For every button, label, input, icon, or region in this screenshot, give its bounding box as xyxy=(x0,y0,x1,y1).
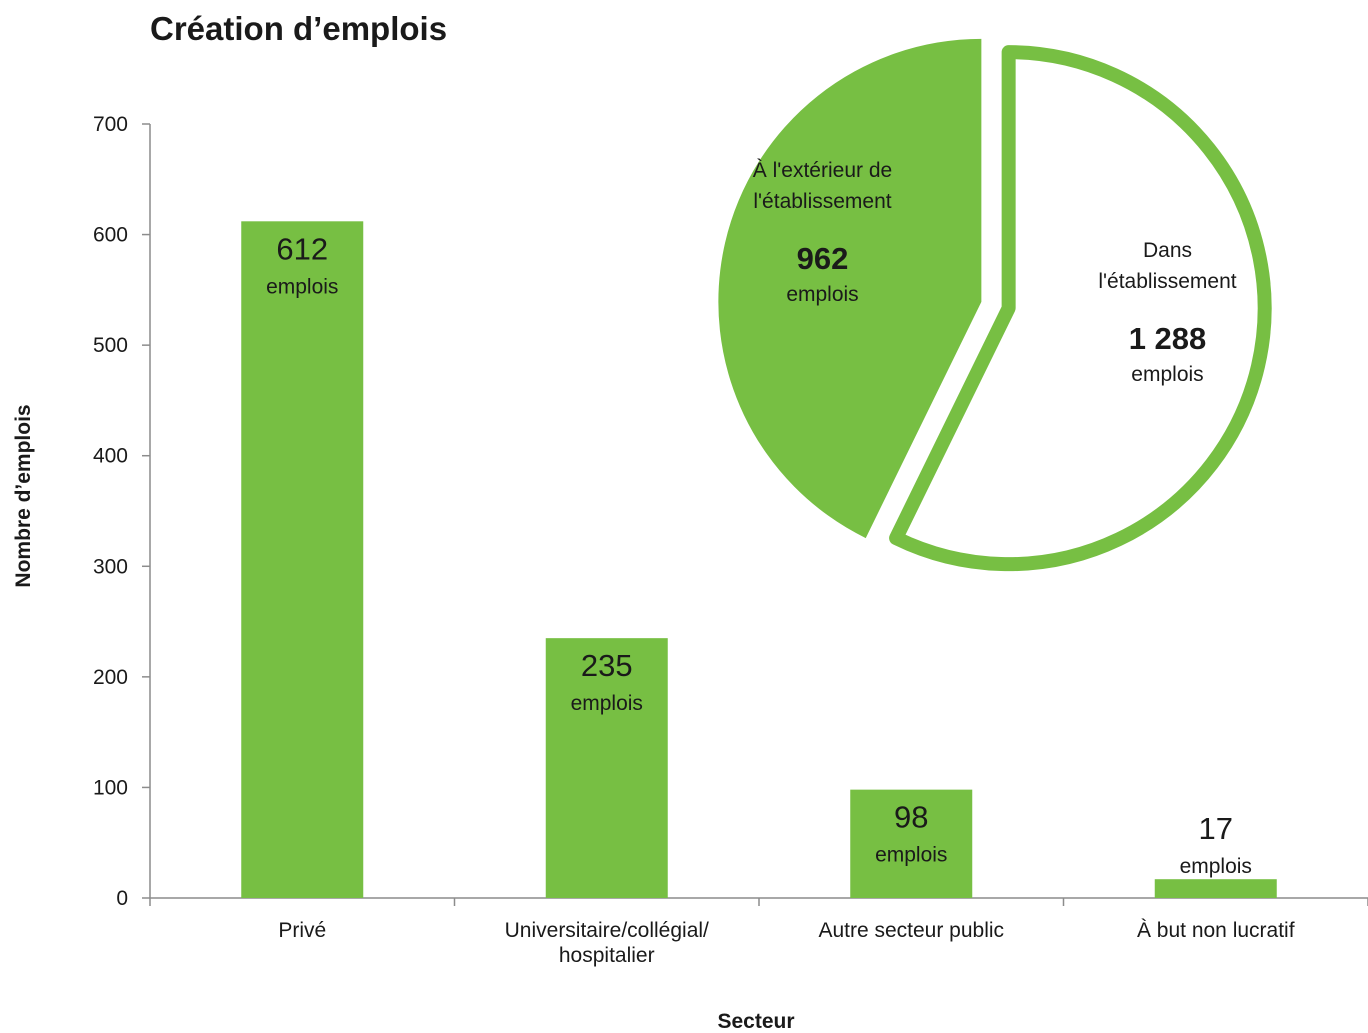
y-tick-label: 600 xyxy=(93,224,128,247)
bar-unit-label: emplois xyxy=(875,844,947,867)
pie-slice-value: 1 288 xyxy=(1129,321,1207,356)
bar xyxy=(850,789,973,898)
pie-slice-label: Dans l'établissement xyxy=(1098,239,1236,293)
pie-slice-unit: emplois xyxy=(1131,363,1203,386)
pie-slice-label: À l'extérieur de l'établissement xyxy=(753,159,892,213)
y-tick-label: 400 xyxy=(93,445,128,468)
pie-slice-value: 962 xyxy=(797,241,849,276)
y-tick-label: 300 xyxy=(93,555,128,578)
x-axis-title: Secteur xyxy=(717,1010,794,1033)
y-tick-label: 200 xyxy=(93,666,128,689)
bar-unit-label: emplois xyxy=(1180,855,1252,878)
bar-unit-label: emplois xyxy=(571,692,643,715)
bar xyxy=(241,221,364,898)
y-tick-label: 500 xyxy=(93,334,128,357)
bars: 612 emplois 235 emplois 98 emplois 17 emplois xyxy=(241,221,1277,898)
bar xyxy=(545,638,668,898)
x-axis: Privé Universitaire/collégial/hospitalier… xyxy=(149,897,1368,967)
pie-inset: Dans l'établissement 1 288 emplois À l'extér… xyxy=(718,38,1272,572)
x-tick-label: Universitaire/collégial/hospitalier xyxy=(505,919,709,967)
bar-value-label: 235 xyxy=(581,648,633,683)
x-ticks: Privé Universitaire/collégial/hospitalier… xyxy=(149,898,1368,967)
y-axis: 0 100 200 300 400 500 600 700 xyxy=(93,113,151,910)
pie-slice-outside xyxy=(718,38,982,539)
pie-slice-inside xyxy=(889,45,1272,572)
bar-value-label: 98 xyxy=(894,800,928,835)
chart-title: Création d’emplois xyxy=(150,10,447,47)
bar xyxy=(1154,879,1277,898)
x-tick-label: Autre secteur public xyxy=(818,919,1004,942)
x-tick-label: À but non lucratif xyxy=(1137,919,1295,942)
x-tick-label: Privé xyxy=(278,919,326,942)
pie-slice-unit: emplois xyxy=(786,283,858,306)
y-tick-label: 700 xyxy=(93,113,128,136)
bar-value-label: 612 xyxy=(276,231,328,266)
y-ticks: 0 100 200 300 400 500 600 700 xyxy=(93,113,150,910)
y-axis-title: Nombre d’emplois xyxy=(12,404,35,587)
bar-value-label: 17 xyxy=(1199,811,1233,846)
y-tick-label: 100 xyxy=(93,776,128,799)
y-tick-label: 0 xyxy=(116,887,128,910)
bar-unit-label: emplois xyxy=(266,275,338,298)
